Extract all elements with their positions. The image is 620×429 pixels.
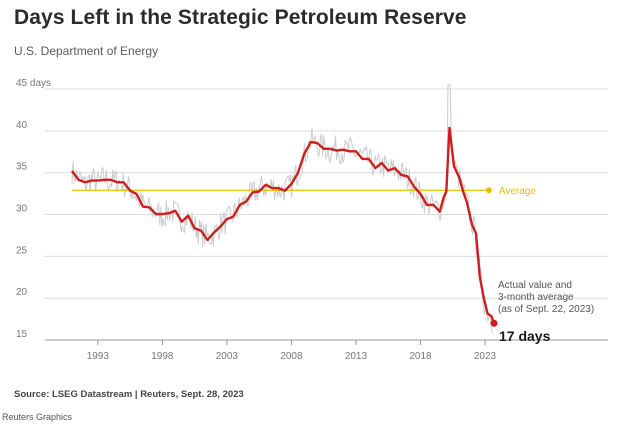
y-tick-label: 25 — [16, 245, 28, 256]
x-tick-label: 2008 — [280, 351, 303, 362]
x-tick-label: 2013 — [345, 351, 368, 362]
x-tick-label: 1998 — [151, 351, 174, 362]
y-tick-label: 45 days — [16, 78, 51, 89]
x-axis-tick-labels: 1993 1998 2003 2008 2013 2018 2023 — [45, 339, 608, 362]
x-tick-label: 2003 — [216, 351, 239, 362]
series-actual-values — [71, 84, 494, 334]
x-tick-label: 2018 — [409, 351, 432, 362]
average-marker — [485, 187, 492, 194]
y-tick-label: 40 — [16, 120, 28, 131]
annotation-text-line: Actual value and — [498, 280, 572, 291]
annotation-text-line: (as of Sept. 22, 2023) — [498, 304, 594, 315]
y-tick-label: 35 — [16, 162, 28, 173]
x-tick-label: 1993 — [87, 351, 110, 362]
chart-subtitle: U.S. Department of Energy — [14, 44, 159, 58]
grid-lines — [45, 88, 608, 341]
y-axis-tick-labels: 15 20 25 30 35 40 45 days — [16, 78, 51, 340]
x-tick-label: 2023 — [474, 351, 497, 362]
latest-value-point — [490, 319, 498, 327]
y-tick-label: 15 — [16, 329, 28, 340]
actual-value-line — [71, 84, 494, 334]
y-tick-label: 20 — [16, 287, 28, 298]
series-three-month-average — [71, 126, 496, 324]
y-tick-label: 30 — [16, 204, 28, 215]
three-month-average-line — [71, 126, 496, 324]
latest-value-label: 17 days — [499, 328, 551, 344]
credit-note: Reuters Graphics — [2, 412, 73, 422]
average-reference: Average — [72, 186, 536, 197]
annotation-text-line: 3-month average — [498, 292, 574, 303]
source-note: Source: LSEG Datastream | Reuters, Sept.… — [14, 389, 244, 400]
chart-title: Days Left in the Strategic Petroleum Res… — [14, 6, 467, 29]
average-label: Average — [499, 186, 537, 197]
